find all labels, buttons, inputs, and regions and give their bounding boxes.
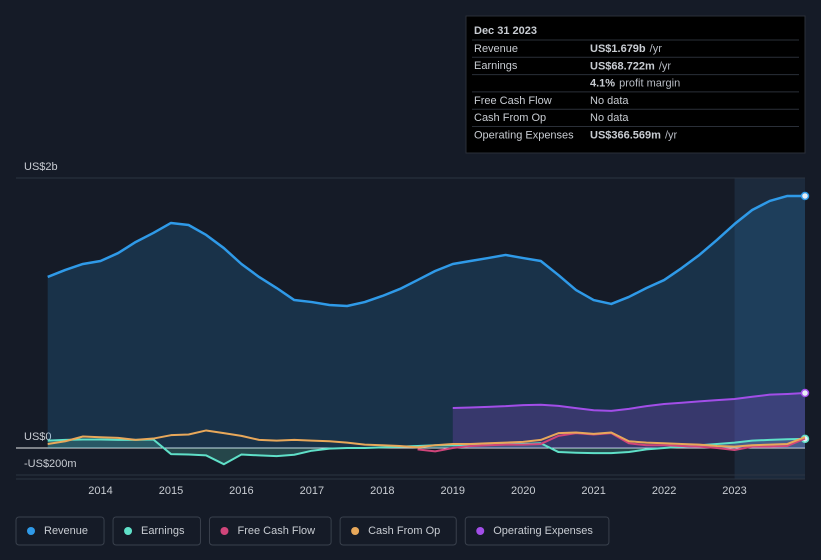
legend-item[interactable]: Cash From Op (339, 516, 457, 546)
legend-dot (124, 527, 133, 535)
x-tick-label: 2019 (441, 485, 465, 497)
row-suffix: /yr (659, 60, 672, 72)
row-value: US$366.569m/yr (590, 129, 678, 141)
row-label: Cash From Op (474, 112, 546, 124)
x-tick-label: 2022 (652, 485, 676, 497)
row-label: Free Cash Flow (474, 95, 552, 107)
legend-label: Free Cash Flow (237, 525, 315, 537)
row-label: Earnings (474, 60, 518, 72)
row-value-text: No data (590, 95, 629, 107)
row-value-text: US$68.722m (590, 60, 655, 72)
row-suffix: /yr (650, 43, 663, 55)
y-tick-label: US$2b (24, 161, 58, 173)
row-value: US$1.679b/yr (590, 43, 662, 55)
x-tick-label: 2015 (159, 485, 183, 497)
area (452, 393, 805, 448)
legend-item[interactable]: Revenue (15, 516, 105, 546)
x-tick-label: 2023 (722, 485, 746, 497)
legend-box (208, 516, 332, 546)
legend-box (339, 516, 457, 546)
legend-item[interactable]: Free Cash Flow (208, 516, 332, 546)
row-value: US$68.722m/yr (590, 60, 671, 72)
y-tick-label: -US$200m (24, 458, 77, 470)
row-suffix: profit margin (619, 78, 680, 90)
x-tick-label: 2021 (581, 485, 605, 497)
legend-dot (220, 527, 229, 535)
row-value-text: 4.1% (590, 78, 615, 90)
legend-box (112, 516, 201, 546)
x-tick-label: 2014 (88, 485, 112, 497)
tooltip-box (465, 15, 806, 154)
legend-box (464, 516, 610, 546)
tooltip: Dec 31 2023 Revenue US$1.679b/yr Earnings US… (465, 15, 806, 154)
row-label: Operating Expenses (474, 129, 574, 141)
series-line (47, 429, 806, 449)
legend-label: Revenue (44, 525, 88, 537)
tooltip-date: Dec 31 2023 (474, 25, 537, 37)
x-tick-label: 2020 (511, 485, 535, 497)
legend-item[interactable]: Operating Expenses (464, 516, 610, 546)
legend-dot (476, 527, 485, 535)
x-tick-label: 2018 (370, 485, 394, 497)
legend-label: Operating Expenses (493, 525, 593, 537)
row-value-text: US$1.679b (590, 43, 646, 55)
area (47, 195, 806, 448)
row-value: No data (590, 95, 629, 107)
legend-item[interactable]: Earnings (112, 516, 201, 546)
row-value: No data (590, 112, 629, 124)
legend-label: Cash From Op (368, 525, 440, 537)
x-tick-label: 2016 (229, 485, 253, 497)
row-value-text: US$366.569m (590, 129, 661, 141)
row-label: Revenue (474, 43, 518, 55)
y-tick-label: US$0 (24, 431, 52, 443)
series-line (452, 392, 806, 412)
series-line (47, 194, 805, 308)
end-dot (800, 388, 810, 398)
legend-box (15, 516, 105, 546)
legend-dot (351, 527, 360, 535)
end-dot (800, 191, 810, 201)
legend-dot (27, 527, 35, 535)
row-suffix: /yr (665, 129, 678, 141)
legend-label: Earnings (141, 525, 185, 537)
row-value: 4.1% profit margin (590, 78, 680, 90)
row-value-text: No data (590, 112, 629, 124)
area (47, 438, 806, 465)
highlight-band (734, 178, 805, 479)
x-tick-label: 2017 (300, 485, 324, 497)
